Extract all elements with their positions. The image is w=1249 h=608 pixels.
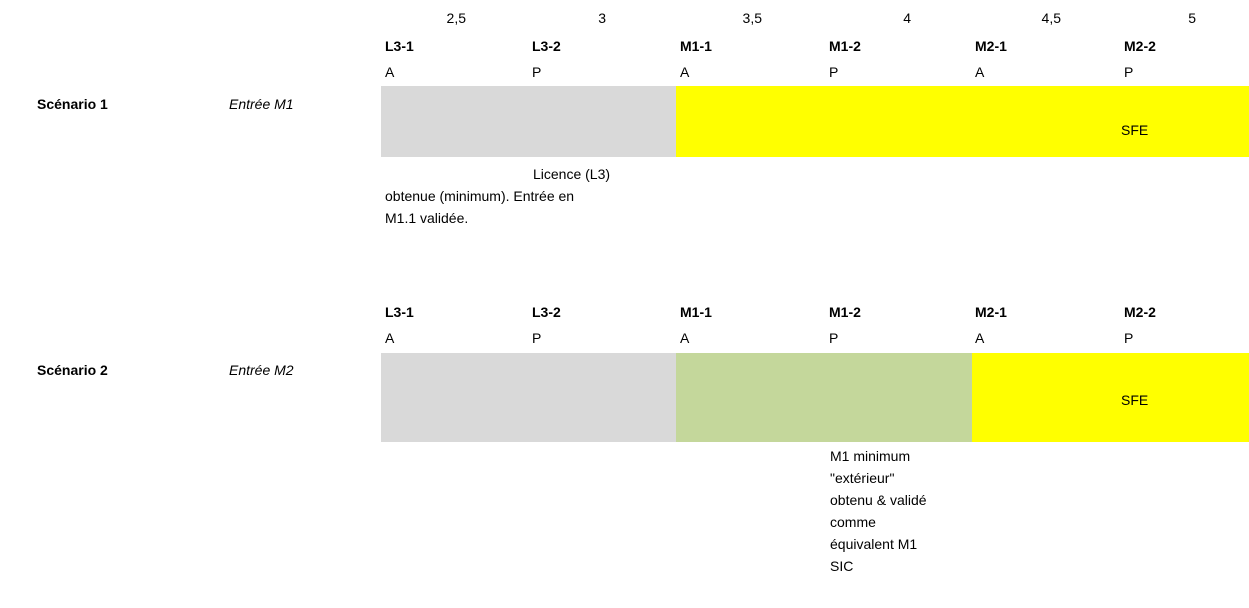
semester-code: M2-1 (975, 38, 1007, 54)
note-line: équivalent M1 (830, 536, 918, 552)
note-line: obtenue (minimum). Entrée en (385, 188, 575, 204)
semester-period: A (385, 64, 395, 80)
semester-period: P (829, 64, 839, 80)
semester-period: A (975, 330, 985, 346)
scenario-label: Scénario 1 (37, 96, 108, 112)
scale-tick: 4,5 (1041, 10, 1061, 26)
note-line: M1 minimum (830, 448, 911, 464)
semester-code: M1-2 (829, 38, 861, 54)
master-bar (676, 86, 1249, 157)
semester-period: A (385, 330, 395, 346)
semester-code: M2-1 (975, 304, 1007, 320)
semester-code: L3-1 (385, 304, 414, 320)
sfe-label: SFE (1121, 392, 1149, 408)
scenario-note: Licence (L3) obtenue (minimum). Entrée e… (385, 163, 675, 229)
scenario-label: Scénario 2 (37, 362, 108, 378)
semester-period: A (680, 330, 690, 346)
note-line: SIC (830, 558, 854, 574)
note-line: Licence (L3) (533, 166, 611, 182)
sfe-label: SFE (1121, 122, 1149, 138)
scale-tick: 3,5 (742, 10, 762, 26)
note-line: "extérieur" (830, 470, 895, 486)
m1-equivalent-bar (676, 353, 972, 442)
licence-bar (381, 86, 676, 157)
semester-code: L3-2 (532, 38, 561, 54)
note-line: M1.1 validée. (385, 210, 469, 226)
semester-code: M1-1 (680, 304, 712, 320)
semester-code: M2-2 (1124, 38, 1156, 54)
scale-tick: 3 (598, 10, 606, 26)
semester-period: P (829, 330, 839, 346)
semester-code: M2-2 (1124, 304, 1156, 320)
semester-code: M1-2 (829, 304, 861, 320)
scenario-note: M1 minimum "extérieur" obtenu & validé c… (830, 445, 970, 577)
scale-tick: 4 (903, 10, 911, 26)
note-line: comme (830, 514, 876, 530)
semester-code: L3-2 (532, 304, 561, 320)
semester-period: A (680, 64, 690, 80)
semester-period: P (532, 330, 542, 346)
licence-bar (381, 353, 676, 442)
semester-period: P (1124, 330, 1134, 346)
scale-tick: 5 (1188, 10, 1196, 26)
note-line: obtenu & validé (830, 492, 927, 508)
semester-code: M1-1 (680, 38, 712, 54)
m2-bar (972, 353, 1249, 442)
entry-label: Entrée M2 (229, 362, 294, 378)
semester-period: P (532, 64, 542, 80)
semester-period: A (975, 64, 985, 80)
scale-tick: 2,5 (446, 10, 466, 26)
entry-label: Entrée M1 (229, 96, 294, 112)
semester-code: L3-1 (385, 38, 414, 54)
semester-period: P (1124, 64, 1134, 80)
